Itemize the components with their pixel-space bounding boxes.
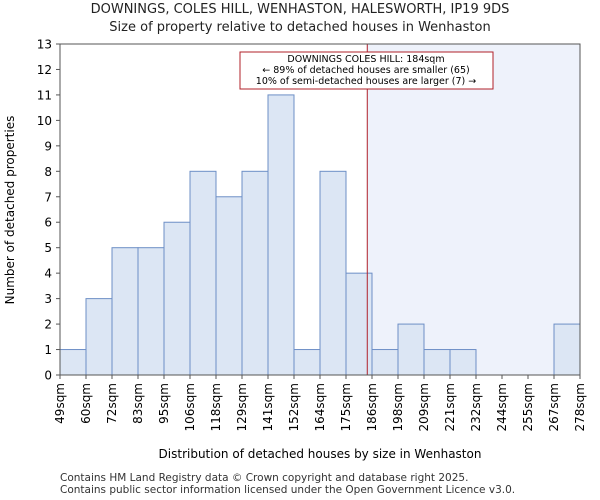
highlight-region — [367, 44, 580, 375]
y-tick-label: 9 — [44, 139, 52, 153]
x-tick-label: 255sqm — [521, 383, 535, 431]
y-tick-label: 2 — [44, 318, 52, 332]
y-tick-label: 12 — [37, 63, 52, 77]
histogram-bar — [189, 170, 217, 376]
annotation-box: DOWNINGS COLES HILL: 184sqm ← 89% of det… — [239, 51, 494, 90]
x-tick-label: 232sqm — [469, 383, 483, 431]
chart-subtitle: Size of property relative to detached ho… — [109, 20, 491, 35]
histogram-bar — [423, 349, 451, 376]
x-tick-label: 95sqm — [157, 383, 171, 424]
x-tick-label: 267sqm — [547, 383, 561, 431]
histogram-bar — [371, 349, 399, 376]
histogram-bar — [85, 298, 113, 376]
x-tick-label: 49sqm — [53, 383, 67, 424]
footer-licence: Contains public sector information licen… — [60, 484, 516, 496]
y-tick-label: 7 — [44, 190, 52, 204]
x-tick-label: 209sqm — [417, 383, 431, 431]
histogram-bar — [241, 170, 269, 376]
histogram-bar — [553, 323, 581, 376]
y-tick-label: 8 — [44, 165, 52, 179]
x-tick-label: 278sqm — [573, 383, 587, 431]
x-tick-label: 118sqm — [209, 383, 223, 431]
x-tick-label: 198sqm — [391, 383, 405, 431]
annotation-line-2: ← 89% of detached houses are smaller (65… — [262, 65, 469, 76]
annotation-line-1: DOWNINGS COLES HILL: 184sqm — [287, 54, 444, 65]
y-tick-label: 6 — [44, 216, 52, 230]
histogram-bar — [59, 349, 87, 376]
x-tick-label: 129sqm — [235, 383, 249, 431]
x-tick-label: 72sqm — [105, 383, 119, 424]
histogram-bar — [215, 196, 243, 376]
histogram-bar — [163, 221, 191, 376]
x-tick-label: 152sqm — [287, 383, 301, 431]
y-tick-label: 3 — [44, 292, 52, 306]
y-tick-label: 13 — [37, 38, 52, 52]
x-tick-label: 60sqm — [79, 383, 93, 424]
y-tick-label: 11 — [37, 88, 52, 102]
y-tick-label: 4 — [44, 267, 52, 281]
histogram-bar — [111, 247, 139, 376]
y-tick-label: 5 — [44, 241, 52, 255]
footer-copyright: Contains HM Land Registry data © Crown c… — [60, 472, 469, 484]
histogram-bar — [319, 170, 347, 376]
x-tick-label: 175sqm — [339, 383, 353, 431]
x-tick-label: 141sqm — [261, 383, 275, 431]
x-tick-label: 186sqm — [365, 383, 379, 431]
histogram-bar — [137, 247, 165, 376]
y-tick-label: 1 — [44, 343, 52, 357]
x-tick-label: 244sqm — [495, 383, 509, 431]
histogram-bar — [449, 349, 477, 376]
y-axis-label: Number of detached properties — [3, 116, 17, 305]
annotation-border — [239, 51, 494, 90]
histogram-bar — [293, 349, 321, 376]
annotation-line-3: 10% of semi-detached houses are larger (… — [256, 76, 476, 87]
bars-group — [59, 94, 581, 376]
plot-frame — [59, 43, 581, 376]
x-axis: 49sqm 60sqm 72sqm 83sqm 95sqm 106sqm 118sqm 129… — [53, 375, 587, 431]
histogram-bar — [397, 323, 425, 376]
y-tick-label: 10 — [37, 114, 52, 128]
x-tick-label: 164sqm — [313, 383, 327, 431]
x-tick-label: 106sqm — [183, 383, 197, 431]
x-tick-label: 83sqm — [131, 383, 145, 424]
histogram-bar — [345, 272, 373, 376]
y-tick-label: 0 — [44, 369, 52, 383]
x-axis-label: Distribution of detached houses by size … — [159, 447, 482, 461]
histogram-bar — [267, 94, 295, 376]
x-tick-label: 221sqm — [443, 383, 457, 431]
chart-title: DOWNINGS, COLES HILL, WENHASTON, HALESWO… — [90, 2, 510, 17]
